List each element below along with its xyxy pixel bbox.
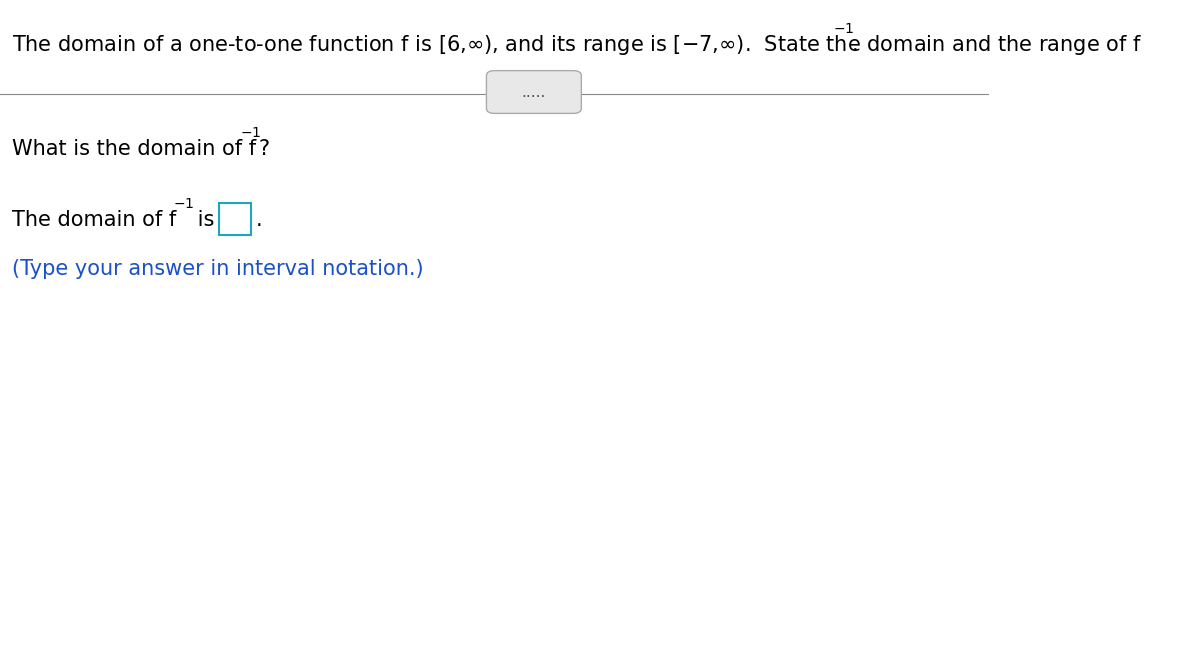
Text: ?: ? [258,139,269,159]
Text: $-$1: $-$1 [173,197,194,211]
FancyBboxPatch shape [486,71,581,113]
Text: $-$1: $-$1 [240,126,262,140]
Text: What is the domain of f: What is the domain of f [12,139,256,159]
Text: The domain of f: The domain of f [12,211,176,230]
FancyBboxPatch shape [220,203,251,235]
Text: The domain of a one-to-one function f is [6,$\infty$), and its range is [$-$7,$\: The domain of a one-to-one function f is… [12,33,1142,58]
Text: .....: ..... [522,84,546,100]
Text: .: . [256,211,263,230]
Text: $-$1: $-$1 [834,22,854,36]
Text: is: is [191,211,214,230]
Text: (Type your answer in interval notation.): (Type your answer in interval notation.) [12,259,424,279]
Text: .: . [852,36,859,55]
